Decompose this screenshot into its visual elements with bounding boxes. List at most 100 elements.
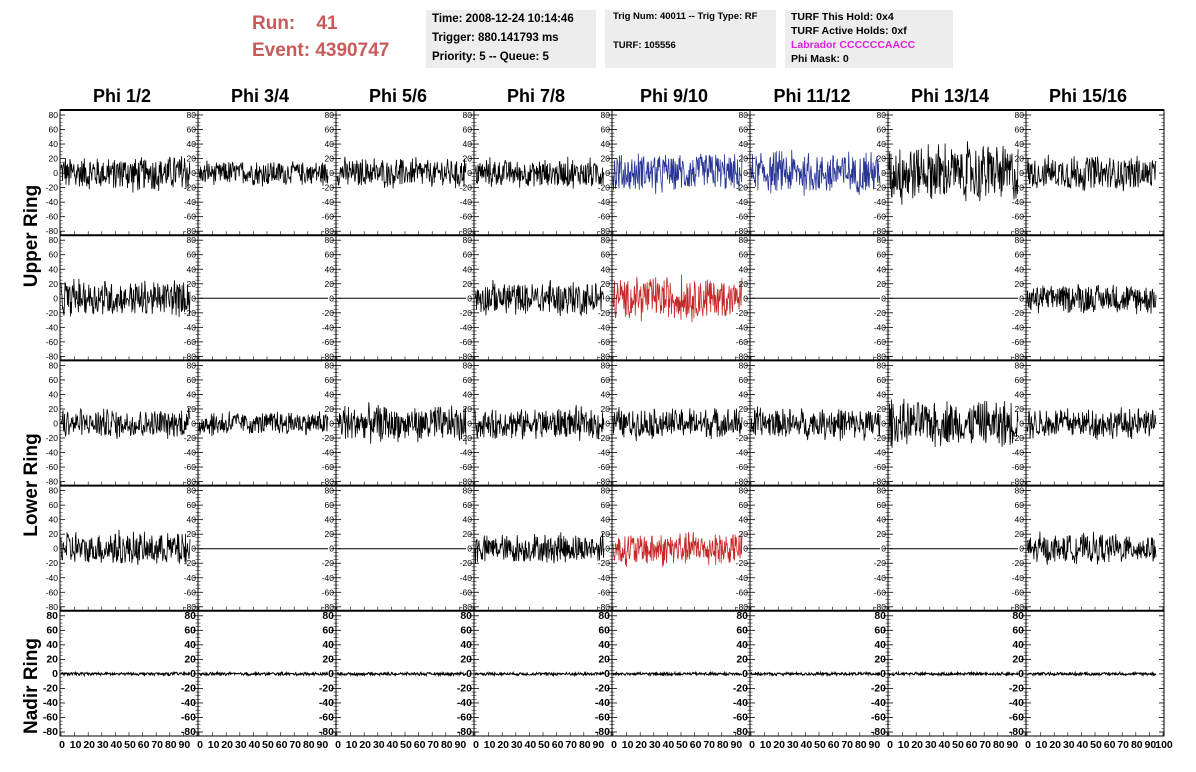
- y-tick-label: -40: [874, 448, 887, 458]
- y-tick-label: -80: [460, 602, 473, 612]
- y-tick-label: -60: [1012, 462, 1025, 472]
- y-tick-label: -40: [595, 697, 610, 709]
- y-tick-label: -20: [184, 558, 197, 568]
- y-tick-label: -40: [874, 322, 887, 332]
- y-tick-label: 40: [736, 639, 748, 651]
- y-tick-label: -80: [460, 477, 473, 487]
- y-tick-label: 80: [877, 486, 887, 496]
- y-tick-label: 20: [187, 279, 197, 289]
- y-tick-label: 20: [739, 279, 749, 289]
- x-tick-label: 20: [911, 739, 923, 751]
- y-tick-label: 20: [49, 279, 59, 289]
- y-tick-label: -40: [43, 697, 58, 709]
- waveform-trace: [60, 156, 191, 193]
- time-info-box: Time: 2008-12-24 10:14:46 Trigger: 880.1…: [426, 10, 596, 68]
- y-tick-label: -80: [736, 477, 749, 487]
- y-tick-label: 60: [1015, 500, 1025, 510]
- time-text: Time: 2008-12-24 10:14:46: [432, 13, 574, 25]
- y-tick-label: -40: [736, 573, 749, 583]
- y-tick-label: 80: [325, 360, 335, 370]
- x-tick-label: 60: [966, 739, 978, 751]
- y-tick-label: 20: [322, 653, 334, 665]
- y-tick-label: 60: [463, 125, 473, 135]
- x-tick-label: 0: [611, 739, 617, 751]
- waveform-trace: [612, 406, 743, 442]
- y-tick-label: 0: [467, 419, 472, 429]
- waveform-trace: [336, 402, 467, 445]
- y-tick-label: 60: [601, 250, 611, 260]
- y-tick-label: -60: [598, 212, 611, 222]
- panel-frame: [473, 109, 613, 236]
- y-tick-label: 80: [739, 110, 749, 120]
- trigger-info-box: Trig Num: 40011 -- Trig Type: RF TURF: 1…: [605, 10, 776, 68]
- turf-hold-text: TURF This Hold: 0x4: [791, 11, 894, 23]
- y-tick-label: -80: [736, 226, 749, 236]
- x-tick-label: 60: [690, 739, 702, 751]
- y-tick-label: -80: [874, 477, 887, 487]
- y-tick-label: -40: [46, 573, 59, 583]
- x-tick-label: 100: [1155, 739, 1173, 751]
- x-tick-label: 50: [676, 739, 688, 751]
- y-tick-label: 20: [598, 653, 610, 665]
- run-value: 41: [316, 13, 338, 34]
- y-tick-label: -80: [460, 226, 473, 236]
- panel-r2-c1: 80 60 40 20 0 -20 -40 -60 -80: [46, 234, 199, 361]
- y-tick-label: -60: [736, 212, 749, 222]
- y-tick-label: 0: [52, 668, 58, 680]
- phi-header-5: Phi 9/10: [639, 86, 709, 106]
- y-tick-label: -40: [1012, 573, 1025, 583]
- y-tick-label: 60: [325, 125, 335, 135]
- x-tick-label: 40: [111, 739, 123, 751]
- y-tick-label: -60: [736, 337, 749, 347]
- y-tick-label: -40: [322, 448, 335, 458]
- y-tick-label: 20: [601, 154, 611, 164]
- waveform-trace: [612, 153, 743, 195]
- x-tick-label: 50: [400, 739, 412, 751]
- panel-r3-c7: 80 60 40 20 0 -20 -40 -60 -80: [874, 359, 1027, 487]
- turf-active-text: TURF Active Holds: 0xf: [791, 25, 907, 37]
- x-tick-label: 80: [855, 739, 867, 751]
- y-tick-label: -60: [1012, 212, 1025, 222]
- y-tick-label: -40: [460, 448, 473, 458]
- y-tick-label: -20: [736, 558, 749, 568]
- waveform-trace: [612, 532, 743, 567]
- y-tick-label: -80: [322, 477, 335, 487]
- y-tick-label: -20: [322, 183, 335, 193]
- y-tick-label: -20: [1009, 682, 1024, 694]
- y-tick-label: 20: [463, 404, 473, 414]
- y-tick-label: -20: [874, 433, 887, 443]
- y-tick-label: -60: [460, 462, 473, 472]
- y-tick-label: 40: [601, 389, 611, 399]
- y-tick-label: -40: [598, 573, 611, 583]
- y-tick-label: 40: [739, 515, 749, 525]
- x-tick-label: 70: [1117, 739, 1129, 751]
- y-tick-label: 60: [325, 500, 335, 510]
- y-tick-label: -40: [874, 197, 887, 207]
- y-tick-label: 80: [601, 360, 611, 370]
- y-tick-label: 0: [1019, 293, 1024, 303]
- y-tick-label: -80: [322, 602, 335, 612]
- y-tick-label: 80: [187, 360, 197, 370]
- x-tick-label: 80: [165, 739, 177, 751]
- y-tick-label: -60: [598, 337, 611, 347]
- panel-r3-c4: 80 60 40 20 0 -20 -40 -60 -80: [460, 359, 613, 487]
- y-tick-label: -60: [184, 462, 197, 472]
- y-tick-label: 0: [191, 293, 196, 303]
- y-tick-label: -60: [460, 212, 473, 222]
- panel-r1-c3: 80 60 40 20 0 -20 -40 -60 -80: [322, 109, 475, 236]
- y-tick-label: 60: [322, 624, 334, 636]
- y-tick-label: 80: [463, 110, 473, 120]
- y-tick-label: -60: [874, 462, 887, 472]
- y-tick-label: -80: [1012, 477, 1025, 487]
- x-tick-label: 40: [1077, 739, 1089, 751]
- y-tick-label: -20: [46, 308, 59, 318]
- y-tick-label: -60: [319, 711, 334, 723]
- y-tick-label: 60: [49, 500, 59, 510]
- y-tick-label: -20: [874, 308, 887, 318]
- y-tick-label: 60: [739, 125, 749, 135]
- y-tick-label: 20: [1015, 279, 1025, 289]
- x-tick-label: 90: [179, 739, 191, 751]
- y-tick-label: 80: [601, 110, 611, 120]
